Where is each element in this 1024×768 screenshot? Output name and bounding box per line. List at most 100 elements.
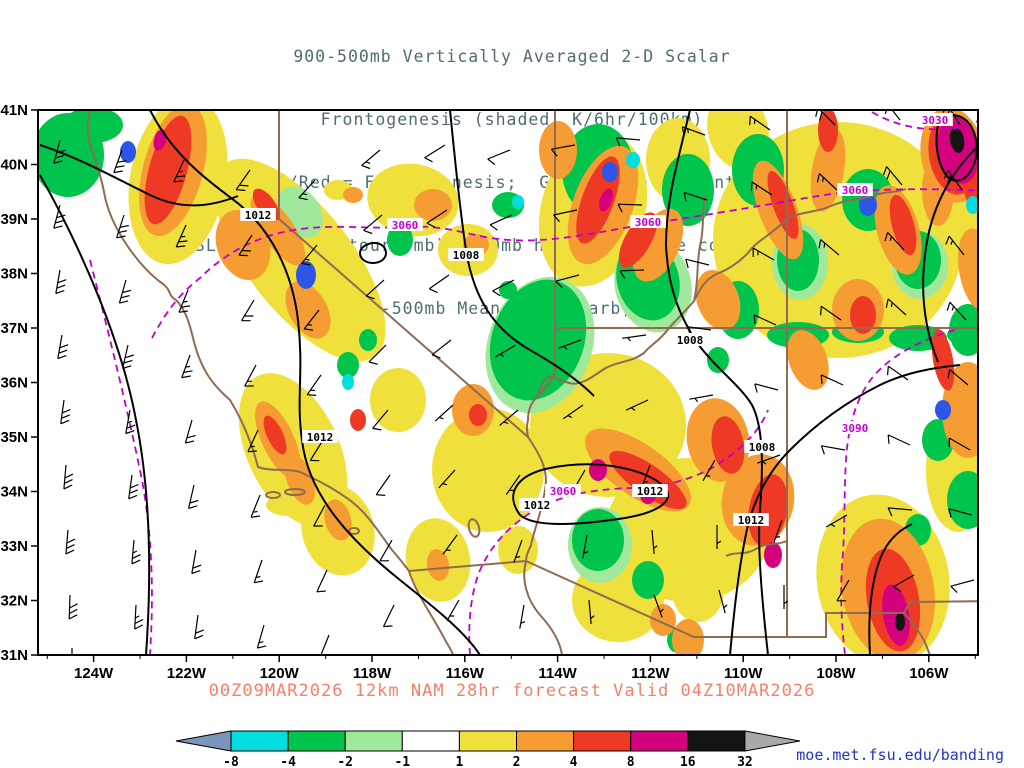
y-axis-label: 39N (0, 211, 28, 228)
shade-blob (859, 194, 877, 216)
wind-barb (825, 514, 848, 528)
shade-blob (572, 509, 624, 571)
shade-blob (263, 415, 287, 455)
wind-barb (372, 409, 389, 431)
mslp-label: 1012 (307, 431, 334, 444)
geo-border (786, 188, 907, 220)
colorbar-segment (401, 730, 460, 752)
wind-barb (783, 585, 789, 609)
shade-blob (342, 374, 354, 390)
wind-barb (446, 599, 460, 622)
shade-blob (672, 619, 704, 654)
shade-blob (539, 121, 577, 179)
wind-barb (379, 539, 393, 562)
wind-barb (555, 274, 580, 289)
shade-blob (153, 129, 167, 151)
wind-barb (53, 204, 66, 229)
wind-barb (753, 314, 777, 326)
shade-blob (215, 210, 271, 280)
height-contour (871, 111, 977, 131)
wind-barb (361, 149, 381, 170)
wind-barb (816, 173, 838, 191)
wind-barb (882, 166, 903, 186)
shade-blob (337, 352, 359, 378)
y-axis-label: 41N (0, 102, 28, 119)
channel-island (348, 527, 360, 535)
wind-barb (131, 539, 141, 565)
contour-label-box (632, 484, 668, 497)
shade-blob (512, 195, 524, 209)
wind-barb (815, 111, 836, 126)
shade-blob (850, 296, 876, 334)
wind-barb (368, 344, 387, 365)
shade-blob (764, 542, 782, 568)
x-axis-label: 114W (538, 665, 577, 682)
height-label: 3060 (392, 219, 419, 232)
wind-barb (247, 429, 259, 453)
mslp-label: 1012 (245, 209, 272, 222)
shade-blob (650, 604, 676, 636)
wind-barb (558, 339, 582, 350)
shade-blob (810, 128, 846, 212)
mslp-contour (868, 523, 913, 654)
shade-blob (296, 261, 316, 289)
wind-barb (241, 299, 255, 322)
wind-barb (892, 574, 915, 593)
wind-barb (553, 209, 578, 223)
geo-border (86, 111, 410, 572)
shade-blob (882, 584, 910, 646)
height-label: 3060 (635, 216, 662, 229)
colorbar-tick-label: 32 (737, 755, 753, 768)
x-axis-label: 106W (909, 665, 949, 682)
wind-barb (820, 445, 846, 455)
contour-label-box (672, 333, 708, 346)
wind-barb (306, 374, 322, 396)
x-axis-label: 110W (724, 665, 763, 682)
wind-barb (716, 525, 722, 549)
wind-barb (487, 149, 511, 165)
wind-barb (253, 559, 264, 584)
y-axis-label: 35N (0, 429, 28, 446)
x-axis-label: 108W (816, 665, 856, 682)
wind-barb (752, 247, 775, 261)
wind-barb (363, 214, 383, 235)
wind-barb (184, 419, 196, 444)
wind-barb (173, 159, 186, 183)
wind-barb (309, 439, 324, 462)
wind-barb (499, 409, 519, 426)
wind-barb (431, 339, 452, 359)
x-axis-label: 112W (631, 665, 670, 682)
shade-blob (426, 549, 450, 581)
wind-barb (651, 529, 658, 554)
wind-barb (505, 474, 521, 496)
x-axis-label: 122W (167, 665, 207, 682)
wind-barb (818, 239, 840, 256)
wind-barb (489, 214, 513, 231)
height-contour (89, 259, 153, 654)
shade-blob (895, 613, 905, 631)
contour-label-box (519, 498, 555, 511)
shade-blob (672, 558, 724, 622)
x-axis-label: 116W (446, 665, 485, 682)
wind-barb (188, 484, 199, 509)
wind-barbs (53, 111, 975, 654)
wind-barb (519, 604, 526, 629)
colorbar-tick-label: 8 (627, 755, 635, 768)
y-axis-label: 38N (0, 266, 28, 283)
y-axis-label: 37N (0, 320, 28, 337)
wind-barb (718, 589, 728, 614)
wind-barb (60, 399, 71, 425)
x-axis-label: 120W (260, 665, 300, 682)
colorbar-segment (344, 730, 403, 752)
height-label: 3030 (922, 114, 949, 127)
colorbar-arrow-left (175, 730, 232, 752)
wind-barb (884, 231, 905, 251)
colorbar-segment (458, 730, 517, 752)
credit-link[interactable]: moe.met.fsu.edu/banding (796, 746, 1004, 764)
wind-barb (619, 269, 645, 279)
contour-label-box (733, 513, 769, 526)
shade-blob (767, 170, 799, 240)
wind-barb (681, 126, 706, 136)
